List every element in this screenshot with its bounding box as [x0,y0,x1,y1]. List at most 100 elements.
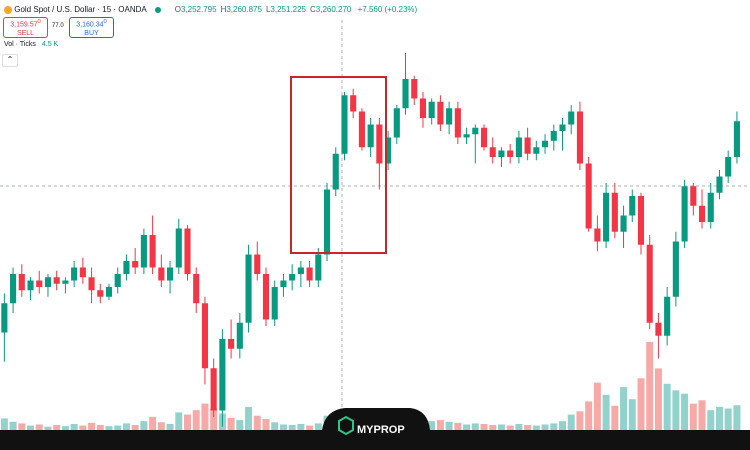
ohlc-label: O [174,5,181,14]
volume-bar [550,423,558,430]
candle-body [542,140,549,148]
sell-price: 3,159.57 [10,21,38,29]
candle-body [44,277,52,287]
candle-body [637,196,645,245]
volume-bar [140,421,148,430]
candle-body [245,254,252,323]
ohlc-label: H [220,5,227,14]
candle-body [27,280,34,291]
volume-bar [654,368,662,430]
candle-body [158,267,165,281]
volume-bar [497,424,505,430]
candle-body [489,147,496,157]
candle-body [323,189,331,255]
footer-bar [0,430,750,450]
candle-body [289,274,296,281]
candle-body [655,322,662,336]
volume-bar [279,424,287,430]
candle-body [350,95,357,112]
candle-body [262,274,270,320]
volume-bar [201,403,209,430]
volume-bar [637,378,645,430]
candle-body [664,296,671,336]
volume-bar [541,424,549,430]
candle-body [210,368,217,411]
volume-bar [463,424,471,430]
volume-bar [149,416,157,430]
ohlc-value: 3,260.270 [315,5,352,14]
candle-body [132,261,139,268]
candle-body [672,241,679,297]
buy-sup: 0 [103,19,107,25]
ohlc-value: 3,251.225 [270,5,306,14]
candle-body [184,228,191,274]
candle-body [1,303,8,333]
candle-body [733,121,740,157]
candle-body [550,131,557,141]
volume-bar [192,410,200,430]
volume-bar [689,403,697,430]
ohlc-label: C [310,5,316,14]
candle-body [105,287,113,297]
buy-price: 3,160.34 [76,21,104,29]
candle-body [454,108,461,138]
volume-bar [663,383,671,430]
candle-body [123,261,130,274]
volume-bar [593,382,601,430]
volume-bar [96,425,104,430]
sell-button[interactable]: 3,159.570 SELL [3,17,48,38]
volume-bar [471,423,479,430]
candle-body [515,137,522,157]
volume-bar [620,387,628,430]
candle-body [725,157,732,177]
volume-bar [245,406,253,430]
collapse-button[interactable]: ⌃ [2,54,18,67]
candle-body [402,79,409,109]
candle-body [271,287,278,320]
sell-sup: 0 [37,19,41,25]
candle-body [698,205,706,222]
candle-body [79,267,86,278]
candle-body [498,150,505,157]
status-dot [154,6,161,13]
volume-bar [454,422,462,430]
volume-bar [306,425,314,430]
watermark: MYPROP [357,424,405,436]
volume-bar [428,421,436,430]
volume-bar [559,421,566,430]
volume-bar [436,420,444,430]
buy-label: BUY [84,30,99,38]
candle-body [507,150,514,157]
candle-body [620,215,627,232]
candle-body [681,186,688,242]
volume-bar [44,426,52,430]
candle-body [568,111,575,125]
volume-bar [166,423,174,430]
candle-body [419,98,427,118]
volume-row: Vol · Ticks 4.5 K [4,41,58,48]
candle-body [480,127,488,148]
candle-body [411,79,418,99]
volume-bar [114,425,122,430]
buy-button[interactable]: 3,160.340 BUY [69,17,114,38]
candle-body [167,267,174,281]
candle-body [524,137,531,154]
candle-body [228,339,235,349]
candle-body [201,303,208,369]
volume-bar [0,418,8,430]
volume-bar [602,394,610,430]
candle-body [62,280,69,284]
logo-icon [338,415,354,436]
candle-body [341,95,348,154]
volume-bar [585,401,593,430]
candle-body [367,124,374,148]
volume-bar [18,423,26,430]
volume-bar [297,423,305,430]
candle-body [18,274,25,291]
volume-bar [724,408,732,430]
volume-bar [262,419,270,430]
candle-body [385,137,392,164]
volume-bar [70,423,78,430]
candle-layer [1,53,740,427]
